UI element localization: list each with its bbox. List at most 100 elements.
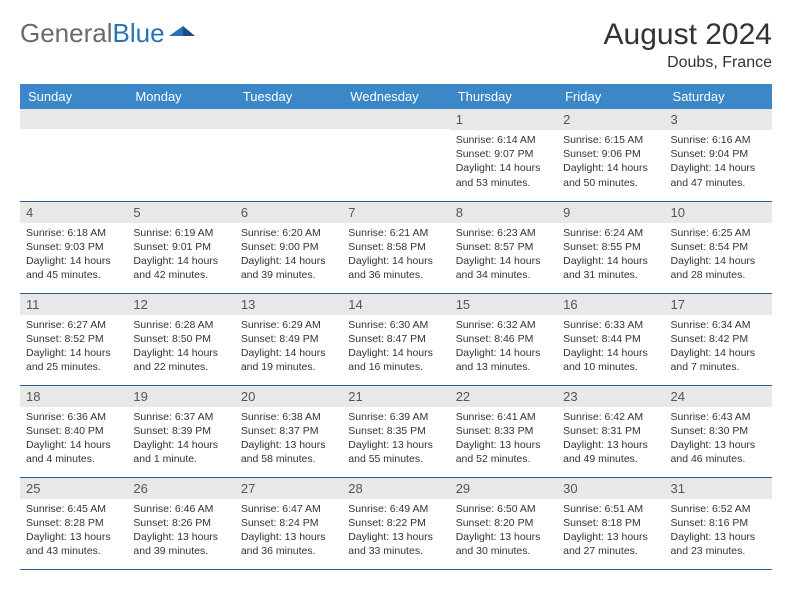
calendar-cell: 12Sunrise: 6:28 AMSunset: 8:50 PMDayligh…: [127, 293, 234, 385]
calendar-cell: 4Sunrise: 6:18 AMSunset: 9:03 PMDaylight…: [20, 201, 127, 293]
weekday-header: Tuesday: [235, 84, 342, 109]
day-number: 27: [235, 478, 342, 499]
day-number: 20: [235, 386, 342, 407]
calendar-cell: 28Sunrise: 6:49 AMSunset: 8:22 PMDayligh…: [342, 477, 449, 569]
calendar-cell: 10Sunrise: 6:25 AMSunset: 8:54 PMDayligh…: [665, 201, 772, 293]
calendar-cell: 14Sunrise: 6:30 AMSunset: 8:47 PMDayligh…: [342, 293, 449, 385]
calendar-cell: 31Sunrise: 6:52 AMSunset: 8:16 PMDayligh…: [665, 477, 772, 569]
location-label: Doubs, France: [604, 54, 772, 72]
day-number: 13: [235, 294, 342, 315]
month-title: August 2024: [604, 18, 772, 52]
day-number: 24: [665, 386, 772, 407]
day-number: [342, 109, 449, 129]
day-number: 28: [342, 478, 449, 499]
day-number: 16: [557, 294, 664, 315]
day-details: Sunrise: 6:52 AMSunset: 8:16 PMDaylight:…: [665, 499, 772, 563]
day-details: Sunrise: 6:20 AMSunset: 9:00 PMDaylight:…: [235, 223, 342, 287]
day-number: 5: [127, 202, 234, 223]
calendar-cell: 24Sunrise: 6:43 AMSunset: 8:30 PMDayligh…: [665, 385, 772, 477]
day-details: Sunrise: 6:50 AMSunset: 8:20 PMDaylight:…: [450, 499, 557, 563]
weekday-header: Sunday: [20, 84, 127, 109]
day-details: Sunrise: 6:16 AMSunset: 9:04 PMDaylight:…: [665, 130, 772, 194]
day-number: 11: [20, 294, 127, 315]
day-number: 26: [127, 478, 234, 499]
calendar-cell: 26Sunrise: 6:46 AMSunset: 8:26 PMDayligh…: [127, 477, 234, 569]
calendar-week-row: 11Sunrise: 6:27 AMSunset: 8:52 PMDayligh…: [20, 293, 772, 385]
calendar-week-row: 25Sunrise: 6:45 AMSunset: 8:28 PMDayligh…: [20, 477, 772, 569]
day-details: Sunrise: 6:19 AMSunset: 9:01 PMDaylight:…: [127, 223, 234, 287]
day-details: Sunrise: 6:24 AMSunset: 8:55 PMDaylight:…: [557, 223, 664, 287]
brand-logo: GeneralBlue: [20, 18, 195, 49]
calendar-cell: 25Sunrise: 6:45 AMSunset: 8:28 PMDayligh…: [20, 477, 127, 569]
day-number: 3: [665, 109, 772, 130]
calendar-cell: 17Sunrise: 6:34 AMSunset: 8:42 PMDayligh…: [665, 293, 772, 385]
calendar-cell: [20, 109, 127, 201]
day-details: Sunrise: 6:38 AMSunset: 8:37 PMDaylight:…: [235, 407, 342, 471]
day-number: 14: [342, 294, 449, 315]
calendar-week-row: 4Sunrise: 6:18 AMSunset: 9:03 PMDaylight…: [20, 201, 772, 293]
day-number: 15: [450, 294, 557, 315]
day-details: Sunrise: 6:30 AMSunset: 8:47 PMDaylight:…: [342, 315, 449, 379]
brand-part2: Blue: [113, 18, 165, 49]
day-number: 8: [450, 202, 557, 223]
weekday-header: Monday: [127, 84, 234, 109]
weekday-header: Friday: [557, 84, 664, 109]
weekday-header-row: SundayMondayTuesdayWednesdayThursdayFrid…: [20, 84, 772, 109]
calendar-cell: 7Sunrise: 6:21 AMSunset: 8:58 PMDaylight…: [342, 201, 449, 293]
calendar-cell: [127, 109, 234, 201]
day-number: [20, 109, 127, 129]
day-details: Sunrise: 6:23 AMSunset: 8:57 PMDaylight:…: [450, 223, 557, 287]
day-number: 25: [20, 478, 127, 499]
day-number: 1: [450, 109, 557, 130]
calendar-cell: 19Sunrise: 6:37 AMSunset: 8:39 PMDayligh…: [127, 385, 234, 477]
calendar-cell: 6Sunrise: 6:20 AMSunset: 9:00 PMDaylight…: [235, 201, 342, 293]
day-details: Sunrise: 6:34 AMSunset: 8:42 PMDaylight:…: [665, 315, 772, 379]
day-number: 10: [665, 202, 772, 223]
day-number: 29: [450, 478, 557, 499]
day-number: 12: [127, 294, 234, 315]
day-details: Sunrise: 6:51 AMSunset: 8:18 PMDaylight:…: [557, 499, 664, 563]
brand-part1: General: [20, 18, 113, 49]
day-details: Sunrise: 6:21 AMSunset: 8:58 PMDaylight:…: [342, 223, 449, 287]
day-number: 4: [20, 202, 127, 223]
day-number: 18: [20, 386, 127, 407]
day-number: 22: [450, 386, 557, 407]
calendar-cell: 13Sunrise: 6:29 AMSunset: 8:49 PMDayligh…: [235, 293, 342, 385]
calendar-cell: 18Sunrise: 6:36 AMSunset: 8:40 PMDayligh…: [20, 385, 127, 477]
day-number: [127, 109, 234, 129]
calendar-cell: 3Sunrise: 6:16 AMSunset: 9:04 PMDaylight…: [665, 109, 772, 201]
weekday-header: Wednesday: [342, 84, 449, 109]
calendar-cell: 30Sunrise: 6:51 AMSunset: 8:18 PMDayligh…: [557, 477, 664, 569]
day-number: 19: [127, 386, 234, 407]
calendar-cell: 20Sunrise: 6:38 AMSunset: 8:37 PMDayligh…: [235, 385, 342, 477]
day-details: Sunrise: 6:49 AMSunset: 8:22 PMDaylight:…: [342, 499, 449, 563]
day-details: Sunrise: 6:47 AMSunset: 8:24 PMDaylight:…: [235, 499, 342, 563]
calendar-cell: 9Sunrise: 6:24 AMSunset: 8:55 PMDaylight…: [557, 201, 664, 293]
day-details: Sunrise: 6:32 AMSunset: 8:46 PMDaylight:…: [450, 315, 557, 379]
day-number: 31: [665, 478, 772, 499]
day-details: Sunrise: 6:33 AMSunset: 8:44 PMDaylight:…: [557, 315, 664, 379]
calendar-week-row: 18Sunrise: 6:36 AMSunset: 8:40 PMDayligh…: [20, 385, 772, 477]
day-details: Sunrise: 6:15 AMSunset: 9:06 PMDaylight:…: [557, 130, 664, 194]
day-details: Sunrise: 6:39 AMSunset: 8:35 PMDaylight:…: [342, 407, 449, 471]
day-details: Sunrise: 6:41 AMSunset: 8:33 PMDaylight:…: [450, 407, 557, 471]
day-details: Sunrise: 6:25 AMSunset: 8:54 PMDaylight:…: [665, 223, 772, 287]
flag-icon: [169, 18, 195, 49]
day-number: 30: [557, 478, 664, 499]
day-number: [235, 109, 342, 129]
calendar-cell: 15Sunrise: 6:32 AMSunset: 8:46 PMDayligh…: [450, 293, 557, 385]
calendar-cell: 5Sunrise: 6:19 AMSunset: 9:01 PMDaylight…: [127, 201, 234, 293]
day-number: 7: [342, 202, 449, 223]
calendar-week-row: 1Sunrise: 6:14 AMSunset: 9:07 PMDaylight…: [20, 109, 772, 201]
day-number: 9: [557, 202, 664, 223]
calendar-cell: [235, 109, 342, 201]
title-block: August 2024 Doubs, France: [604, 18, 772, 72]
calendar-cell: 22Sunrise: 6:41 AMSunset: 8:33 PMDayligh…: [450, 385, 557, 477]
day-details: Sunrise: 6:28 AMSunset: 8:50 PMDaylight:…: [127, 315, 234, 379]
calendar-cell: 8Sunrise: 6:23 AMSunset: 8:57 PMDaylight…: [450, 201, 557, 293]
calendar-cell: 23Sunrise: 6:42 AMSunset: 8:31 PMDayligh…: [557, 385, 664, 477]
day-number: 23: [557, 386, 664, 407]
calendar-cell: 21Sunrise: 6:39 AMSunset: 8:35 PMDayligh…: [342, 385, 449, 477]
day-number: 17: [665, 294, 772, 315]
calendar-cell: 2Sunrise: 6:15 AMSunset: 9:06 PMDaylight…: [557, 109, 664, 201]
